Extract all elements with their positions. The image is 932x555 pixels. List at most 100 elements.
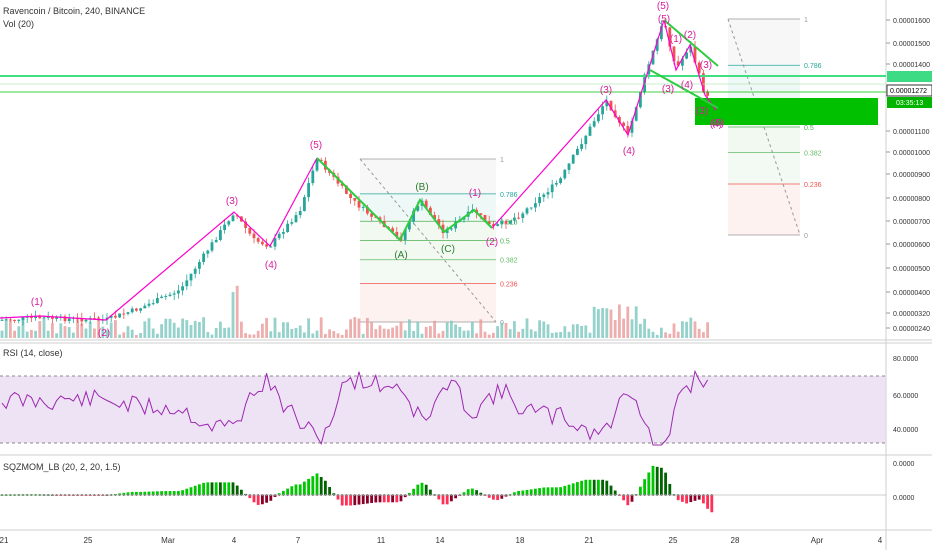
sqz-dot (534, 494, 537, 496)
sqz-dot (513, 494, 516, 496)
sqz-dot (467, 494, 469, 496)
sqz-dot (160, 494, 163, 496)
volume-bar (500, 322, 504, 338)
candle-body (160, 296, 163, 299)
fib-right-band (728, 19, 800, 66)
elliott-waves[interactable]: (1)(2)(3)(4)(5)(A)(B)(C)(1)(2)(3)(4)(5)(… (0, 1, 724, 339)
volume-bar (118, 334, 121, 338)
sqz-bar (534, 488, 537, 495)
sqz-bar (185, 488, 189, 495)
candle-body (563, 169, 567, 179)
candle-body (269, 246, 273, 248)
candle-body (51, 316, 54, 319)
candle-body (357, 200, 361, 208)
sqz-dot (517, 494, 520, 496)
volume-bar (584, 325, 588, 338)
sqz-bar (164, 491, 168, 495)
time-tick-label: Apr (811, 536, 824, 545)
sqz-dot (459, 494, 461, 496)
sqz-dot (706, 494, 709, 496)
sqz-dot (702, 494, 705, 496)
candle-body (63, 316, 67, 322)
volume-bar (122, 332, 126, 338)
sqz-dot (555, 494, 558, 496)
sqz-dot (442, 494, 444, 496)
candle-body (206, 250, 210, 254)
sqz-dot (648, 494, 650, 496)
sqz-bar (676, 495, 680, 501)
volume-bar (471, 321, 474, 338)
sqz-dot (253, 494, 255, 496)
sqz-dot (438, 494, 440, 496)
volume-bar (105, 330, 109, 338)
volume-bar (534, 331, 537, 338)
volume-bar (235, 285, 239, 338)
volume-bar (93, 328, 96, 338)
sqz-bar (294, 484, 298, 495)
sqz-dot (526, 494, 528, 496)
volume-bar (408, 319, 411, 338)
sqz-dot (685, 494, 688, 496)
sqz-dot (93, 494, 96, 496)
squeeze-momentum-pane[interactable] (0, 465, 886, 513)
candle-body (630, 120, 634, 133)
volume-bar (546, 324, 550, 338)
volume-bar (21, 317, 25, 338)
candle-body (168, 294, 172, 297)
horizontal-lines[interactable] (0, 75, 886, 125)
volume-bar (437, 333, 441, 338)
candle-body (147, 303, 151, 306)
volume-bar (420, 333, 424, 338)
volume-bar (504, 323, 508, 338)
volume-bar (55, 333, 58, 338)
sqz-bar (576, 482, 579, 495)
volume-bar (340, 334, 344, 338)
sqz-dot (89, 494, 91, 496)
fib-right-band (728, 184, 800, 235)
sqz-bar (660, 467, 663, 495)
sqz-bar (361, 495, 365, 505)
candle-body (345, 185, 348, 194)
sqz-bar (655, 466, 659, 495)
price-axis[interactable]: 0.00001600 0.00001500 0.00001400 0.00001100… (886, 18, 932, 502)
sqz-dot (492, 494, 495, 496)
fib-left-level-label: 0.5 (500, 239, 510, 246)
price-tick-label: 0.00000600 (893, 242, 930, 249)
time-axis[interactable]: 21 25 Mar 4 7 11 14 18 21 25 28 Apr 4 (0, 536, 883, 545)
wave-label: (5) (712, 118, 724, 129)
price-tick-label: 0.00001000 (893, 150, 930, 157)
sqz-tick-label: 0.0000 (893, 495, 915, 502)
sqz-bar (664, 472, 667, 495)
volume-bar (647, 328, 651, 338)
sqz-bar (298, 484, 302, 495)
rsi-pane[interactable] (0, 369, 886, 446)
volume-bar (403, 330, 407, 338)
sqz-dot (337, 494, 339, 496)
sqz-bar (160, 491, 163, 495)
sqz-bar (550, 487, 554, 495)
volume-bar (622, 318, 625, 338)
volume-bar (685, 321, 688, 338)
volume-bar (592, 306, 596, 338)
volume-bar (202, 317, 205, 338)
candle-body (429, 207, 432, 215)
volume-bar (525, 318, 529, 338)
fib-right-band (728, 152, 800, 185)
candle-body (634, 107, 638, 121)
sqz-bar (601, 479, 604, 495)
volume-bar (651, 331, 655, 338)
sqz-bar (223, 482, 226, 495)
sqz-dot (681, 494, 684, 496)
volume-bar (223, 327, 226, 338)
candlesticks[interactable] (0, 20, 709, 326)
candle-body (307, 183, 310, 198)
volume-bar (38, 321, 42, 338)
candle-body (584, 135, 588, 145)
volume-bar (0, 330, 4, 338)
sqz-dot (475, 494, 478, 496)
fib-right-level-label: 0 (804, 233, 808, 240)
sqz-dot (370, 494, 373, 496)
sqz-bar (647, 472, 651, 495)
candle-body (697, 62, 701, 74)
